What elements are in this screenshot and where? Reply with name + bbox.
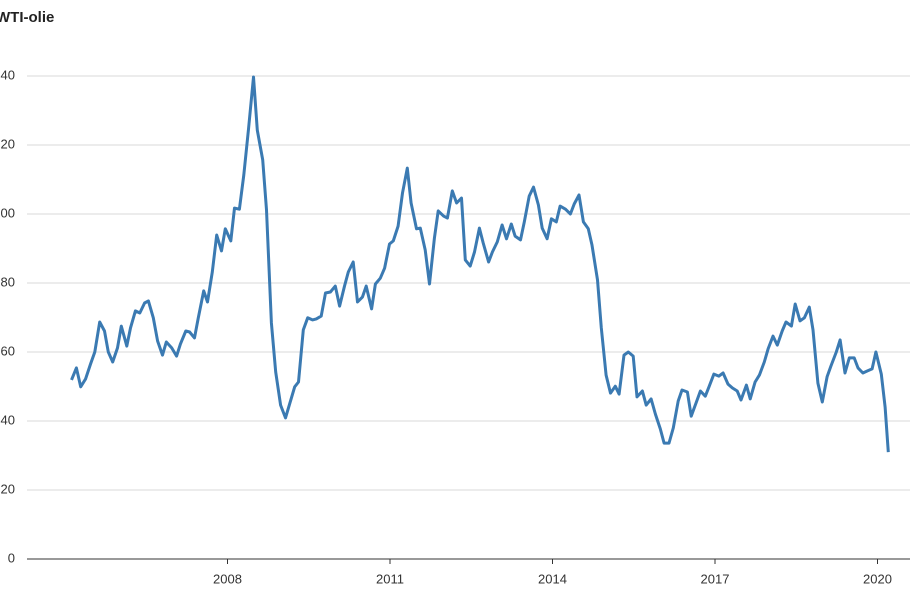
y-tick-label: 40 — [1, 412, 15, 427]
y-tick-label: 0 — [8, 550, 15, 565]
y-tick-label: 100 — [0, 205, 15, 220]
x-tick-label: 2011 — [376, 571, 404, 586]
y-tick-label: 140 — [0, 67, 15, 82]
chart-title: WTI-olie — [0, 9, 54, 26]
x-tick-label: 2008 — [213, 571, 242, 586]
y-tick-label: 60 — [1, 343, 15, 358]
line — [70, 75, 890, 453]
x-tick-label: 2017 — [701, 571, 730, 586]
x-tick-label: 2014 — [538, 571, 567, 586]
y-tick-label: 20 — [1, 481, 15, 496]
x-tick-label: 2020 — [863, 571, 892, 586]
y-tick-label: 80 — [1, 274, 15, 289]
y-tick-label: 120 — [0, 136, 15, 151]
